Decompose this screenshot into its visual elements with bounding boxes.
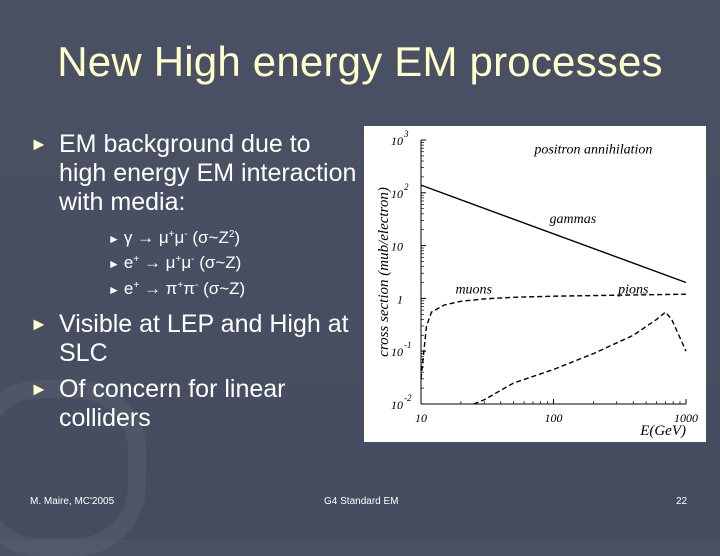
chart-annotation: gammas <box>550 212 597 227</box>
bullet-text: Of concern for linear colliders <box>59 375 286 432</box>
y-tick-label: 10 <box>391 398 403 412</box>
chart-annotation: pions <box>617 282 649 297</box>
y-tick-exponent: -1 <box>404 340 412 350</box>
y-tick-exponent: 3 <box>403 129 409 139</box>
scaling-relation: (σ~Z) <box>199 253 242 272</box>
reaction-arrow: → <box>143 253 161 272</box>
bullet-marker-icon: ► <box>30 314 48 334</box>
y-tick-label: 10 <box>391 240 403 254</box>
footer-center: G4 Standard EM <box>324 496 399 507</box>
sub-bullet-marker-icon: ► <box>108 232 120 246</box>
sub-bullet-positron-mumu: ► e+ → μ+μ- (σ~Z) <box>108 251 241 276</box>
bullet-text: EM background due to high energy EM inte… <box>59 130 357 216</box>
scaling-close: ) <box>234 228 241 247</box>
sub-bullet-gamma-mumu: ► γ → μ+μ- (σ~Z2) <box>108 226 240 251</box>
slide-title: New High energy EM processes <box>57 38 663 85</box>
charge-1: + <box>175 254 182 265</box>
charge-1: + <box>177 280 184 291</box>
sub-bullet-marker-icon: ► <box>108 283 120 297</box>
y-tick-label: 10 <box>391 187 403 201</box>
y-axis-label: cross section (mub/electron) <box>376 187 392 357</box>
x-tick-label: 1000 <box>674 411 698 425</box>
y-tick-label: 10 <box>391 345 403 359</box>
series-line-pions <box>473 311 687 405</box>
product-2: μ <box>181 253 192 272</box>
bullet-item-linear-colliders: ► Of concern for linear colliders <box>30 375 360 433</box>
charge-2: - <box>184 229 188 240</box>
y-tick-exponent: -2 <box>404 393 412 403</box>
charge-2: - <box>191 254 195 265</box>
charge-2: - <box>194 280 199 291</box>
series-line-muons <box>420 293 687 379</box>
footer-author: M. Maire, MC'2005 <box>30 496 115 507</box>
chart-annotation: muons <box>455 282 492 297</box>
bullet-item-em-background: ► EM background due to high energy EM in… <box>30 130 360 217</box>
reaction-lhs: γ <box>123 228 133 247</box>
bullet-marker-icon: ► <box>30 379 48 399</box>
lhs-charge: + <box>133 280 140 291</box>
product-1: μ <box>158 228 169 247</box>
product-2: π <box>183 279 195 298</box>
bullet-marker-icon: ► <box>30 134 48 154</box>
lhs-charge: + <box>133 254 140 265</box>
y-tick-label: 1 <box>397 292 403 306</box>
product-1: μ <box>165 253 176 272</box>
chart-annotation: positron annihilation <box>533 143 652 158</box>
y-tick-label: 10 <box>391 134 403 148</box>
sub-bullet-positron-pipi: ► e+ → π+π- (σ~Z) <box>108 277 245 302</box>
x-tick-label: 100 <box>545 411 563 425</box>
reaction-lhs: e <box>123 253 134 272</box>
reaction-lhs: e <box>123 279 134 298</box>
bullet-text: Visible at LEP and High at SLC <box>59 310 349 367</box>
sub-bullet-marker-icon: ► <box>108 257 120 271</box>
x-axis-label: E(GeV) <box>639 423 686 439</box>
reaction-arrow: → <box>137 228 155 247</box>
product-2: μ <box>174 228 185 247</box>
cross-section-chart: 10 3 10 2 10 1 10 -1 10 -2 10 100 1000 E(GeV) cross se… <box>364 126 706 442</box>
y-tick-exponent: 2 <box>404 182 409 192</box>
scaling-exponent: 2 <box>228 229 235 240</box>
footer-page-number: 22 <box>676 496 688 507</box>
bullet-item-visible-lep: ► Visible at LEP and High at SLC <box>30 310 360 368</box>
series-line-gammas <box>420 184 687 284</box>
scaling-open: (σ~Z <box>192 228 229 247</box>
charge-1: + <box>168 229 175 240</box>
reaction-arrow: → <box>143 279 161 298</box>
scaling-relation: (σ~Z) <box>203 279 246 298</box>
product-1: π <box>165 279 178 298</box>
x-tick-label: 10 <box>415 411 427 425</box>
